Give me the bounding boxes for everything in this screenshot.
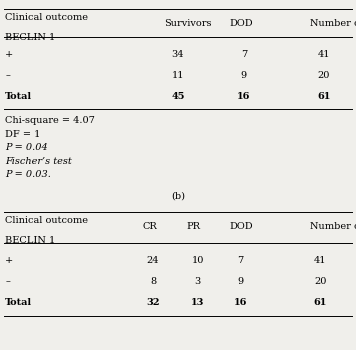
Text: +: + — [5, 256, 14, 265]
Text: (b): (b) — [171, 191, 185, 201]
Text: 8: 8 — [150, 277, 156, 286]
Text: +: + — [5, 50, 14, 59]
Text: 9: 9 — [241, 71, 247, 80]
Text: 32: 32 — [146, 298, 160, 307]
Text: BECLIN 1: BECLIN 1 — [5, 236, 56, 245]
Text: 7: 7 — [241, 50, 247, 59]
Text: Number of cases: Number of cases — [310, 19, 356, 28]
Text: 13: 13 — [191, 298, 204, 307]
Text: Survivors: Survivors — [164, 19, 211, 28]
Text: 61: 61 — [317, 92, 331, 101]
Text: CR: CR — [142, 222, 157, 231]
Text: Total: Total — [5, 92, 32, 101]
Text: P = 0.03.: P = 0.03. — [5, 170, 51, 179]
Text: 24: 24 — [147, 256, 159, 265]
Text: P = 0.04: P = 0.04 — [5, 143, 48, 152]
Text: 20: 20 — [314, 277, 326, 286]
Text: PR: PR — [187, 222, 201, 231]
Text: Number of cases: Number of cases — [310, 222, 356, 231]
Text: 20: 20 — [318, 71, 330, 80]
Text: DOD: DOD — [230, 19, 253, 28]
Text: 61: 61 — [314, 298, 327, 307]
Text: 9: 9 — [237, 277, 244, 286]
Text: 10: 10 — [192, 256, 204, 265]
Text: 45: 45 — [171, 92, 185, 101]
Text: 11: 11 — [172, 71, 184, 80]
Text: 16: 16 — [234, 298, 247, 307]
Text: DF = 1: DF = 1 — [5, 130, 41, 139]
Text: –: – — [5, 71, 10, 80]
Text: 34: 34 — [172, 50, 184, 59]
Text: –: – — [5, 277, 10, 286]
Text: 41: 41 — [314, 256, 327, 265]
Text: DOD: DOD — [230, 222, 253, 231]
Text: Chi-square = 4.07: Chi-square = 4.07 — [5, 116, 95, 125]
Text: 3: 3 — [194, 277, 201, 286]
Text: Clinical outcome: Clinical outcome — [5, 216, 88, 225]
Text: Fischer’s test: Fischer’s test — [5, 156, 72, 166]
Text: 7: 7 — [237, 256, 244, 265]
Text: 41: 41 — [318, 50, 330, 59]
Text: 16: 16 — [237, 92, 251, 101]
Text: Total: Total — [5, 298, 32, 307]
Text: BECLIN 1: BECLIN 1 — [5, 33, 56, 42]
Text: Clinical outcome: Clinical outcome — [5, 13, 88, 22]
